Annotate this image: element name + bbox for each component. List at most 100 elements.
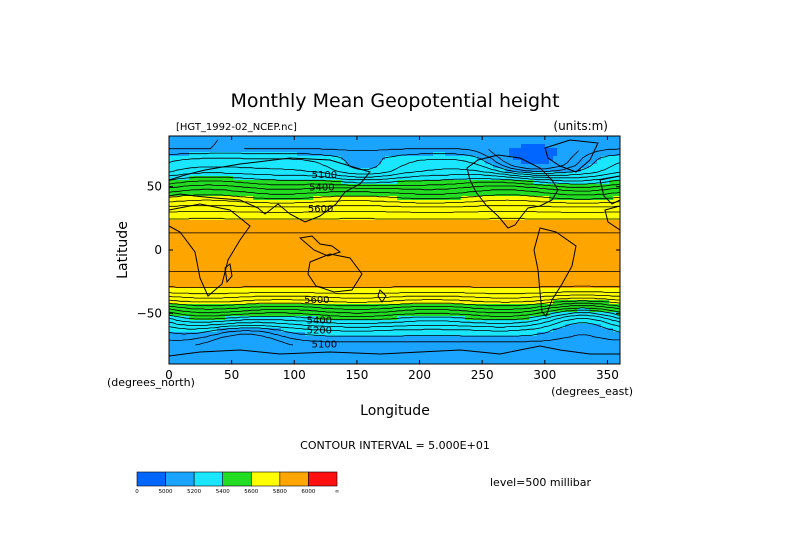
fill-cell bbox=[301, 172, 306, 177]
fill-cell bbox=[301, 236, 306, 241]
fill-cell bbox=[461, 212, 466, 217]
fill-cell bbox=[365, 240, 370, 245]
fill-cell bbox=[409, 188, 414, 193]
fill-cell bbox=[201, 180, 206, 185]
fill-cell bbox=[457, 304, 462, 309]
fill-cell bbox=[365, 196, 370, 201]
fill-cell bbox=[205, 184, 210, 189]
fill-cell bbox=[561, 168, 566, 173]
fill-cell bbox=[601, 228, 606, 233]
fill-cell bbox=[329, 268, 334, 273]
fill-cell bbox=[253, 188, 258, 193]
fill-cell bbox=[537, 264, 542, 269]
fill-cell bbox=[505, 304, 510, 309]
fill-cell bbox=[553, 204, 558, 209]
fill-cell bbox=[357, 188, 362, 193]
fill-cell bbox=[561, 172, 566, 177]
fill-cell bbox=[529, 144, 534, 149]
fill-cell bbox=[429, 240, 434, 245]
fill-cell bbox=[557, 268, 562, 273]
fill-cell bbox=[609, 272, 614, 277]
fill-cell bbox=[449, 180, 454, 185]
fill-cell bbox=[565, 212, 570, 217]
fill-cell bbox=[533, 196, 538, 201]
fill-cell bbox=[417, 284, 422, 289]
fill-cell bbox=[525, 204, 530, 209]
fill-cell bbox=[553, 164, 558, 169]
fill-cell bbox=[313, 212, 318, 217]
fill-cell bbox=[265, 224, 270, 229]
fill-cell bbox=[353, 240, 358, 245]
fill-cell bbox=[277, 196, 282, 201]
fill-cell bbox=[297, 256, 302, 261]
fill-cell bbox=[173, 244, 178, 249]
fill-cell bbox=[581, 268, 586, 273]
fill-cell bbox=[297, 280, 302, 285]
fill-cell bbox=[493, 280, 498, 285]
fill-cell bbox=[433, 188, 438, 193]
fill-cell bbox=[489, 288, 494, 293]
fill-cell bbox=[393, 152, 398, 157]
fill-cell bbox=[181, 260, 186, 265]
fill-cell bbox=[569, 244, 574, 249]
fill-cell bbox=[169, 224, 174, 229]
fill-cell bbox=[565, 172, 570, 177]
fill-cell bbox=[409, 232, 414, 237]
fill-cell bbox=[269, 212, 274, 217]
fill-cell bbox=[381, 272, 386, 277]
fill-cell bbox=[317, 176, 322, 181]
fill-cell bbox=[377, 212, 382, 217]
fill-cell bbox=[185, 152, 190, 157]
fill-cell bbox=[529, 308, 534, 313]
fill-cell bbox=[253, 304, 258, 309]
fill-cell bbox=[425, 160, 430, 165]
fill-cell bbox=[329, 148, 334, 153]
fill-cell bbox=[425, 140, 430, 145]
fill-cell bbox=[241, 220, 246, 225]
fill-cell bbox=[309, 228, 314, 233]
fill-cell bbox=[513, 192, 518, 197]
fill-cell bbox=[429, 244, 434, 249]
fill-cell bbox=[245, 160, 250, 165]
fill-cell bbox=[593, 136, 598, 141]
fill-cell bbox=[237, 252, 242, 257]
fill-cell bbox=[341, 260, 346, 265]
fill-cell bbox=[249, 248, 254, 253]
fill-cell bbox=[493, 220, 498, 225]
fill-cell bbox=[521, 300, 526, 305]
fill-cell bbox=[613, 268, 618, 273]
fill-cell bbox=[169, 280, 174, 285]
fill-cell bbox=[209, 280, 214, 285]
fill-cell bbox=[361, 208, 366, 213]
fill-cell bbox=[601, 272, 606, 277]
fill-cell bbox=[521, 244, 526, 249]
fill-cell bbox=[185, 260, 190, 265]
fill-cell bbox=[197, 228, 202, 233]
fill-cell bbox=[465, 280, 470, 285]
fill-cell bbox=[189, 256, 194, 261]
fill-cell bbox=[193, 240, 198, 245]
fill-cell bbox=[501, 152, 506, 157]
fill-cell bbox=[261, 192, 266, 197]
fill-cell bbox=[549, 180, 554, 185]
fill-cell bbox=[177, 300, 182, 305]
fill-cell bbox=[481, 248, 486, 253]
fill-cell bbox=[249, 184, 254, 189]
fill-cell bbox=[581, 272, 586, 277]
fill-cell bbox=[177, 184, 182, 189]
fill-cell bbox=[357, 208, 362, 213]
fill-cell bbox=[473, 208, 478, 213]
fill-cell bbox=[329, 164, 334, 169]
fill-cell bbox=[405, 224, 410, 229]
fill-cell bbox=[425, 196, 430, 201]
fill-cell bbox=[221, 280, 226, 285]
fill-cell bbox=[421, 292, 426, 297]
fill-cell bbox=[197, 236, 202, 241]
fill-cell bbox=[329, 308, 334, 313]
fill-cell bbox=[461, 160, 466, 165]
fill-cell bbox=[505, 224, 510, 229]
fill-cell bbox=[189, 288, 194, 293]
fill-cell bbox=[257, 224, 262, 229]
fill-cell bbox=[445, 212, 450, 217]
fill-cell bbox=[545, 260, 550, 265]
